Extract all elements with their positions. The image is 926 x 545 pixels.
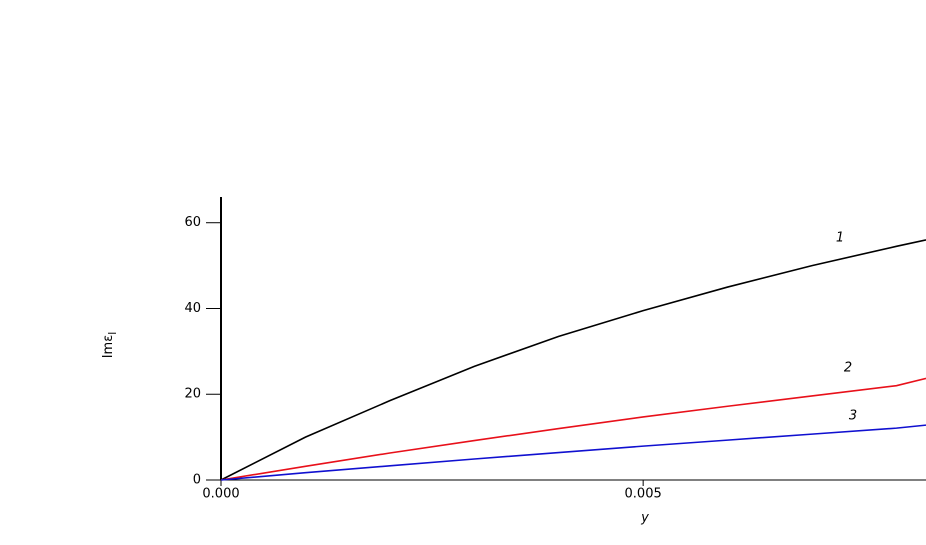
y-axis-label-sub: l bbox=[106, 332, 119, 335]
y-axis-label: Imεl bbox=[101, 332, 120, 359]
series-line bbox=[220, 377, 926, 481]
series-label: 1 bbox=[836, 231, 844, 246]
x-axis-label: y bbox=[640, 511, 649, 526]
series-label: 3 bbox=[849, 409, 857, 424]
y-tick-label: 0 bbox=[193, 473, 201, 488]
y-tick-label: 40 bbox=[184, 301, 201, 316]
series-label: 2 bbox=[844, 361, 852, 376]
y-tick-label: 60 bbox=[184, 215, 201, 230]
x-tick-label: 0.005 bbox=[625, 487, 662, 502]
y-axis-label-main: Imε bbox=[101, 335, 116, 359]
series-line bbox=[220, 424, 926, 481]
y-tick-label: 20 bbox=[184, 387, 201, 402]
x-tick-label: 0.000 bbox=[202, 487, 239, 502]
series-line bbox=[220, 239, 926, 481]
